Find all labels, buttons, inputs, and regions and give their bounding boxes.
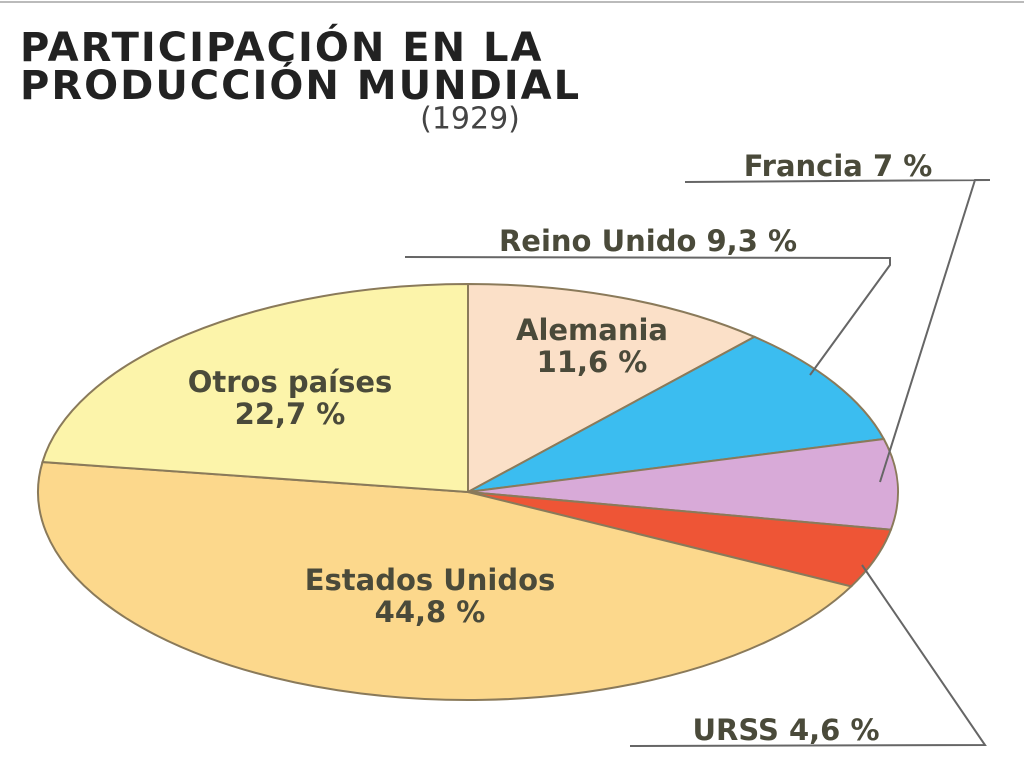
slice-label: Reino Unido 9,3 % [499, 224, 797, 258]
slice-name: Francia [744, 149, 863, 183]
slice-value-label: 4,6 % [789, 713, 880, 747]
pie-slice [467, 282, 757, 494]
slice-name: Estados Unidos [305, 563, 556, 597]
chart-title: PARTICIPACIÓN EN LA [20, 23, 543, 71]
slice-name: URSS [693, 713, 779, 747]
slice-value-label: 9,3 % [707, 224, 798, 258]
chart-title: PRODUCCIÓN MUNDIAL [20, 61, 581, 109]
slice-value-label: 22,7 % [235, 397, 346, 431]
leader-line [684, 179, 991, 483]
chart-subtitle: (1929) [420, 102, 520, 137]
slice-name: Otros países [188, 365, 393, 399]
slice-value-label: 44,8 % [375, 595, 486, 629]
pie-slice [41, 282, 469, 494]
slice-name: Alemania [516, 313, 668, 347]
leader-line [404, 256, 891, 376]
slice-name: Reino Unido [499, 224, 696, 258]
slice-value-label: 11,6 % [537, 345, 648, 379]
pie-slice [467, 437, 899, 531]
pie-slice [467, 335, 886, 493]
slice-label: Francia 7 % [744, 149, 933, 183]
pie-slice [37, 460, 854, 701]
leader-line [629, 564, 987, 747]
slice-label: URSS 4,6 % [693, 713, 880, 747]
slice-value-label: 7 % [873, 149, 932, 183]
